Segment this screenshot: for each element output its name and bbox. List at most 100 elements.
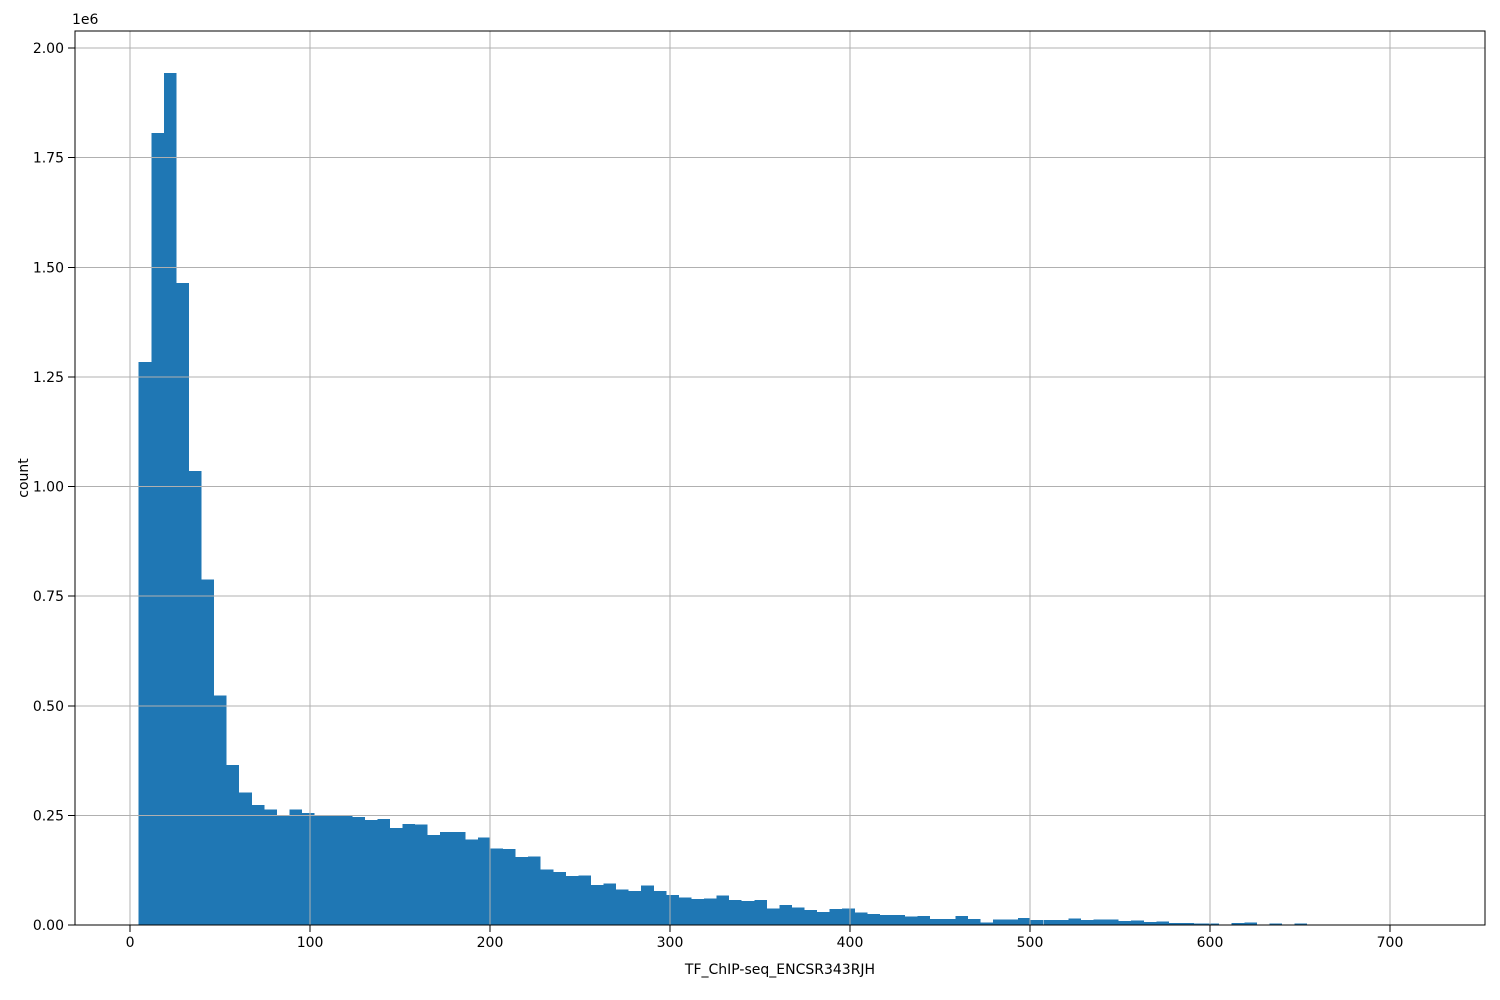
histogram-bar — [163, 73, 177, 926]
y-tick-label: 0.75 — [33, 589, 64, 605]
histogram-bar — [465, 839, 478, 925]
histogram-bar — [226, 764, 240, 925]
histogram-bar — [553, 871, 566, 925]
histogram-bar — [967, 918, 981, 925]
histogram-bar — [854, 912, 868, 925]
y-tick-label: 0.25 — [33, 808, 64, 824]
histogram-bar — [1269, 923, 1282, 925]
histogram-bar — [289, 809, 303, 925]
histogram-bar — [1018, 917, 1031, 925]
histogram-bar — [1080, 920, 1094, 925]
histogram-bar — [879, 914, 893, 925]
histogram-bar — [1181, 922, 1194, 925]
histogram-bar — [930, 918, 943, 925]
histogram-bar — [214, 695, 227, 925]
histogram-bar — [1231, 922, 1245, 925]
histogram-bar — [427, 835, 441, 925]
histogram-bar — [1106, 919, 1119, 925]
histogram-bar — [251, 804, 265, 925]
histogram-bar — [955, 916, 968, 925]
x-tick-label: 300 — [657, 935, 684, 951]
plot-border — [74, 30, 1486, 926]
histogram-bar — [804, 910, 818, 925]
histogram-bar — [980, 922, 993, 925]
histogram-bar — [666, 895, 679, 925]
histogram-bar — [540, 869, 554, 925]
histogram-bar — [905, 916, 918, 925]
histogram-bar — [704, 898, 717, 925]
y-tick-label: 2.00 — [33, 41, 64, 57]
histogram-bar — [590, 885, 604, 925]
histogram-bar — [1043, 920, 1056, 925]
y-tick-label: 1.50 — [33, 260, 64, 276]
histogram-bar — [440, 832, 453, 925]
histogram-bar — [1055, 920, 1069, 925]
histogram-bar — [239, 792, 252, 925]
y-tick-label: 1.00 — [33, 480, 64, 496]
histogram-bar — [641, 885, 654, 925]
histogram-bar — [503, 849, 516, 925]
histogram-bar — [1093, 919, 1107, 925]
histogram-bar — [616, 889, 629, 925]
histogram-bar — [917, 916, 931, 925]
y-axis-offset-label: 1e6 — [72, 12, 99, 28]
histogram-bar — [1244, 922, 1257, 925]
histogram-bar — [1156, 921, 1169, 925]
histogram-bar — [829, 909, 843, 925]
histogram-bar — [817, 911, 830, 925]
histogram-bar — [302, 812, 315, 925]
histogram-bar — [653, 890, 667, 925]
histogram-bar — [276, 815, 290, 925]
histogram-bar — [867, 914, 880, 925]
histogram-bar — [1206, 923, 1220, 925]
histogram-bar — [264, 809, 277, 925]
histogram-bar — [678, 897, 692, 925]
histogram-bar — [729, 900, 742, 925]
histogram-bar — [1143, 921, 1157, 925]
histogram-bar — [515, 857, 529, 925]
histogram-bar — [565, 875, 579, 925]
histogram-bar — [992, 919, 1006, 925]
histogram-bar — [389, 828, 403, 925]
histogram-bar — [352, 817, 365, 925]
histogram-bar — [1168, 922, 1182, 925]
histogram-bar — [754, 900, 767, 925]
histogram-bar — [628, 890, 642, 925]
histogram-bar — [151, 133, 164, 925]
histogram-bar — [1131, 920, 1144, 925]
y-axis-label: count — [16, 458, 32, 498]
x-tick-label: 600 — [1197, 935, 1224, 951]
histogram-bar — [1068, 918, 1081, 925]
histogram-bar — [188, 471, 202, 925]
histogram-bar — [415, 824, 428, 925]
histogram-bar — [1005, 919, 1019, 925]
histogram-bar — [138, 362, 152, 925]
y-tick-label: 1.75 — [33, 151, 64, 167]
histogram-bar — [452, 832, 466, 925]
histogram-bar — [528, 856, 541, 925]
histogram-bar — [1194, 923, 1207, 925]
histogram-bar — [1294, 923, 1308, 925]
x-tick-label: 400 — [837, 935, 864, 951]
x-tick-label: 500 — [1017, 935, 1044, 951]
histogram-bar — [766, 908, 780, 925]
histogram-bar — [327, 814, 340, 925]
histogram-bar — [364, 819, 378, 925]
histogram-bar — [842, 908, 855, 925]
histogram-bar — [339, 815, 353, 925]
histogram-bar — [176, 283, 189, 925]
x-tick-label: 0 — [126, 935, 135, 951]
histogram-bar — [892, 914, 906, 925]
histogram-bar — [1030, 920, 1044, 925]
histogram-bar — [1118, 921, 1132, 925]
histogram-bar — [779, 904, 792, 925]
y-tick-label: 0.50 — [33, 699, 64, 715]
histogram-bar — [791, 907, 805, 925]
x-axis-label: TF_ChIP-seq_ENCSR343RJH — [684, 962, 876, 978]
histogram-bar — [477, 837, 491, 925]
histogram-bar — [691, 899, 705, 925]
y-tick-label: 1.25 — [33, 370, 64, 386]
histogram-bar — [603, 883, 617, 925]
